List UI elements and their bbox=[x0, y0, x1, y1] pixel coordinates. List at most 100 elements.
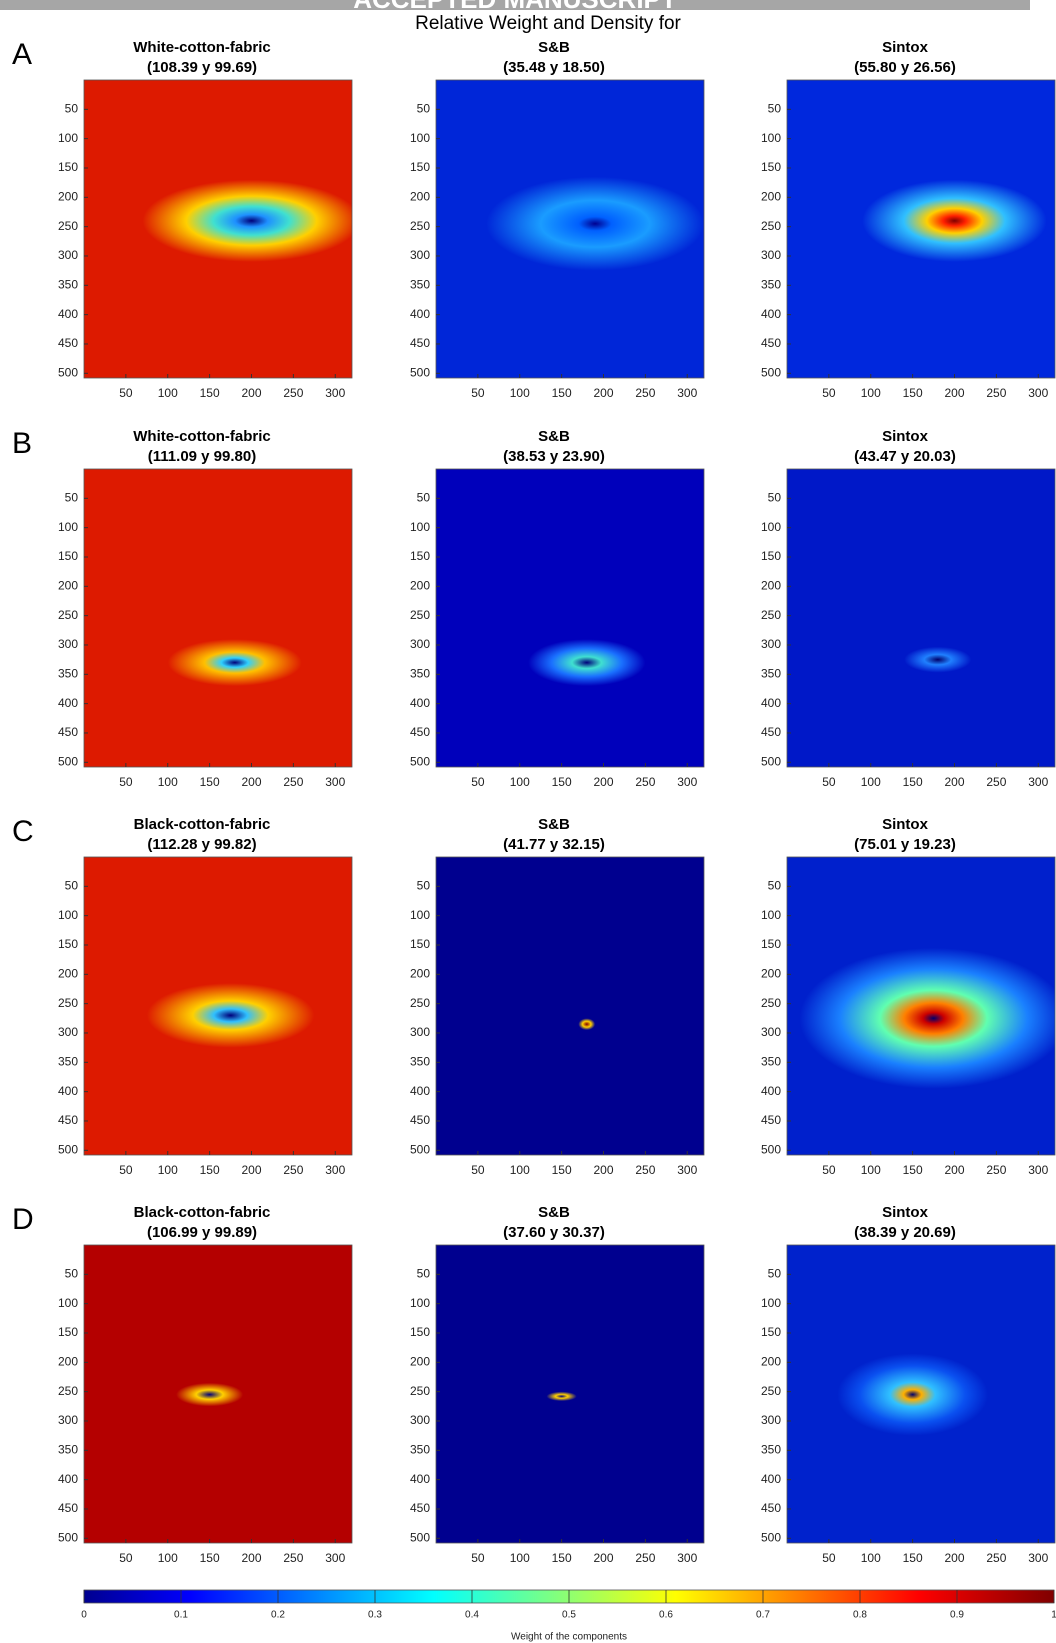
x-tick-label: 100 bbox=[510, 775, 530, 789]
panel-title: S&B bbox=[538, 428, 570, 445]
plot-frame bbox=[435, 79, 705, 379]
x-tick-label: 200 bbox=[241, 386, 261, 400]
y-tick-label: 300 bbox=[410, 1025, 430, 1039]
x-tick-label: 250 bbox=[986, 386, 1006, 400]
y-tick-label: 50 bbox=[768, 879, 782, 893]
x-tick-label: 100 bbox=[510, 386, 530, 400]
y-tick-label: 350 bbox=[58, 1054, 78, 1068]
y-tick-label: 250 bbox=[410, 219, 430, 233]
y-tick-label: 450 bbox=[761, 336, 781, 350]
x-tick-label: 150 bbox=[200, 1163, 220, 1177]
y-tick-label: 100 bbox=[410, 131, 430, 145]
y-tick-label: 50 bbox=[417, 1267, 431, 1281]
x-tick-label: 250 bbox=[635, 775, 655, 789]
y-tick-label: 500 bbox=[58, 754, 78, 768]
y-tick-label: 300 bbox=[58, 1413, 78, 1427]
panel-title: Sintox bbox=[882, 39, 928, 56]
x-tick-label: 150 bbox=[903, 775, 923, 789]
heatmap bbox=[787, 857, 1055, 1155]
y-tick-label: 250 bbox=[58, 219, 78, 233]
y-tick-label: 300 bbox=[761, 637, 781, 651]
panel-title: Black-cotton-fabric bbox=[134, 816, 271, 833]
panel-subtitle: (112.28 y 99.82) bbox=[147, 836, 256, 853]
y-tick-label: 450 bbox=[410, 725, 430, 739]
colorbar-tick-label: 0 bbox=[81, 1610, 87, 1621]
panel-subtitle: (43.47 y 20.03) bbox=[854, 448, 956, 465]
x-tick-label: 300 bbox=[677, 1163, 697, 1177]
x-tick-label: 50 bbox=[822, 1551, 836, 1565]
x-tick-label: 150 bbox=[903, 1163, 923, 1177]
x-tick-label: 250 bbox=[283, 1163, 303, 1177]
y-tick-label: 300 bbox=[410, 248, 430, 262]
x-tick-label: 200 bbox=[944, 1163, 964, 1177]
panel-subtitle: (38.53 y 23.90) bbox=[503, 448, 605, 465]
y-tick-label: 50 bbox=[65, 491, 79, 505]
y-tick-label: 400 bbox=[761, 1472, 781, 1486]
heatmap bbox=[436, 80, 704, 378]
x-tick-label: 150 bbox=[552, 1163, 572, 1177]
figure-title: Relative Weight and Density for bbox=[415, 13, 681, 34]
colorbar-tick-label: 0.7 bbox=[756, 1610, 770, 1621]
row-label: A bbox=[12, 38, 32, 71]
x-tick-label: 250 bbox=[986, 1551, 1006, 1565]
x-tick-label: 100 bbox=[861, 1551, 881, 1565]
y-tick-label: 450 bbox=[410, 1113, 430, 1127]
y-tick-label: 450 bbox=[410, 1501, 430, 1515]
y-tick-label: 400 bbox=[58, 1472, 78, 1486]
x-tick-label: 100 bbox=[861, 1163, 881, 1177]
x-tick-label: 300 bbox=[325, 1551, 345, 1565]
y-tick-label: 400 bbox=[58, 1084, 78, 1098]
y-tick-label: 50 bbox=[417, 102, 431, 116]
y-tick-label: 200 bbox=[410, 1354, 430, 1368]
colorbar-tick-label: 0.1 bbox=[174, 1610, 188, 1621]
y-tick-label: 150 bbox=[410, 549, 430, 563]
x-tick-label: 150 bbox=[200, 1551, 220, 1565]
y-tick-label: 350 bbox=[761, 1442, 781, 1456]
y-tick-label: 400 bbox=[410, 307, 430, 321]
y-tick-label: 500 bbox=[410, 1142, 430, 1156]
y-tick-label: 500 bbox=[58, 365, 78, 379]
x-tick-label: 250 bbox=[283, 1551, 303, 1565]
y-tick-label: 350 bbox=[761, 666, 781, 680]
y-tick-label: 400 bbox=[58, 307, 78, 321]
y-tick-label: 200 bbox=[410, 578, 430, 592]
colorbar-tick-label: 1 bbox=[1051, 1610, 1056, 1621]
colorbar-tick-label: 0.6 bbox=[659, 1610, 673, 1621]
y-tick-label: 350 bbox=[410, 277, 430, 291]
y-tick-label: 250 bbox=[761, 996, 781, 1010]
x-tick-label: 250 bbox=[283, 775, 303, 789]
y-tick-label: 350 bbox=[761, 1054, 781, 1068]
x-tick-label: 150 bbox=[200, 386, 220, 400]
x-tick-label: 200 bbox=[241, 775, 261, 789]
panel-title: S&B bbox=[538, 816, 570, 833]
y-tick-label: 300 bbox=[58, 637, 78, 651]
y-tick-label: 200 bbox=[58, 189, 78, 203]
y-tick-label: 500 bbox=[58, 1142, 78, 1156]
y-tick-label: 350 bbox=[58, 666, 78, 680]
banner: ACCEPTED MANUSCRIPT bbox=[353, 0, 677, 14]
row-label: C bbox=[12, 815, 34, 848]
x-tick-label: 100 bbox=[861, 775, 881, 789]
y-tick-label: 150 bbox=[761, 549, 781, 563]
y-tick-label: 300 bbox=[761, 1413, 781, 1427]
panel-title: S&B bbox=[538, 39, 570, 56]
y-tick-label: 350 bbox=[410, 666, 430, 680]
panel-title: White-cotton-fabric bbox=[133, 39, 270, 56]
colorbar-tick-label: 0.9 bbox=[950, 1610, 964, 1621]
x-tick-label: 250 bbox=[635, 1551, 655, 1565]
plot-frame bbox=[83, 79, 353, 379]
y-tick-label: 250 bbox=[761, 1384, 781, 1398]
y-tick-label: 500 bbox=[761, 754, 781, 768]
heatmap bbox=[84, 80, 352, 378]
x-tick-label: 250 bbox=[986, 775, 1006, 789]
y-tick-label: 300 bbox=[761, 1025, 781, 1039]
y-tick-label: 100 bbox=[761, 131, 781, 145]
x-tick-label: 200 bbox=[593, 775, 613, 789]
y-tick-label: 500 bbox=[410, 1530, 430, 1544]
x-tick-label: 150 bbox=[552, 386, 572, 400]
plot-frame bbox=[786, 79, 1056, 379]
x-tick-label: 250 bbox=[635, 386, 655, 400]
x-tick-label: 100 bbox=[158, 1163, 178, 1177]
x-tick-label: 50 bbox=[119, 1551, 133, 1565]
